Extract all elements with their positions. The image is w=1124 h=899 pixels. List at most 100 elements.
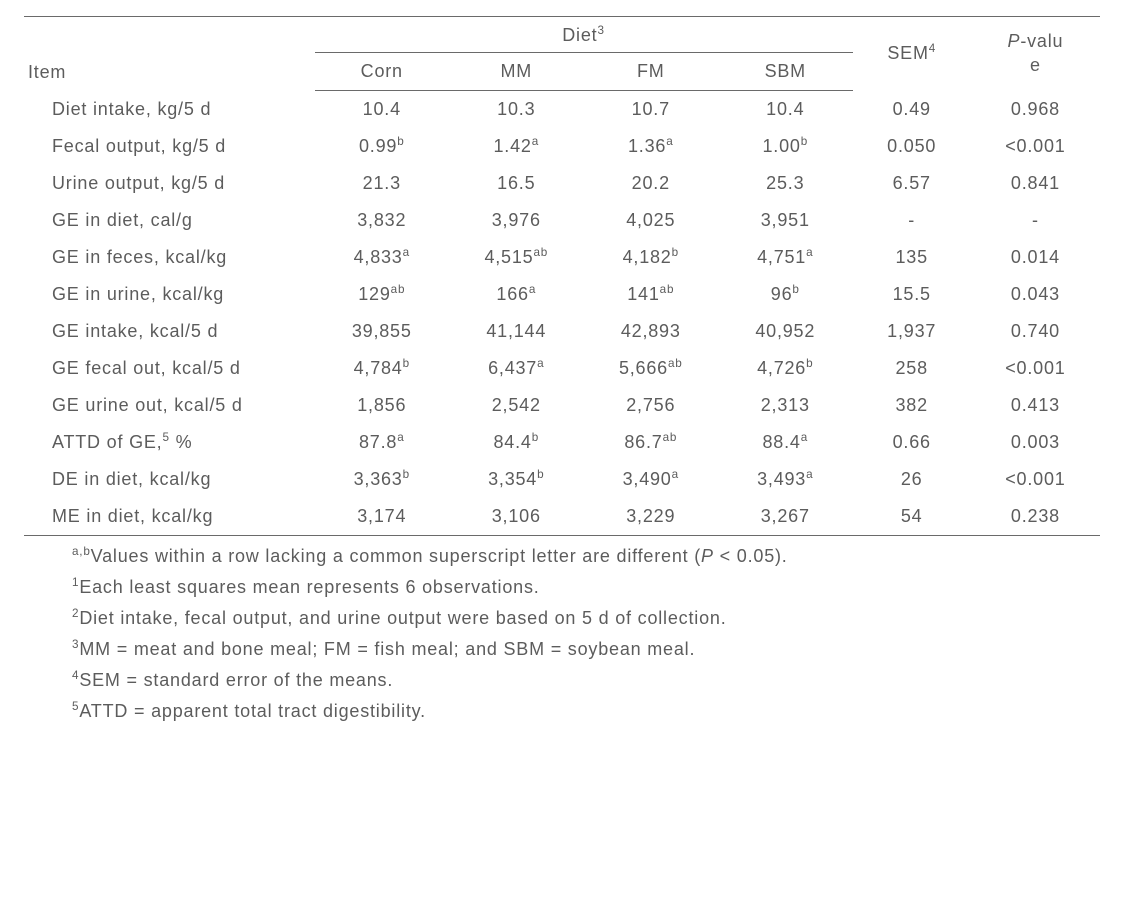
table-row: GE in feces, kcal/kg4,833a4,515ab4,182b4…	[24, 239, 1100, 276]
cell-corn: 87.8a	[315, 424, 450, 461]
cell-item: ATTD of GE,5 %	[24, 424, 315, 461]
table-row: ME in diet, kcal/kg3,1743,1063,2293,2675…	[24, 498, 1100, 536]
cell-mm: 16.5	[449, 165, 584, 202]
cell-corn: 10.4	[315, 91, 450, 129]
cell-sbm: 4,751a	[718, 239, 853, 276]
cell-item: ME in diet, kcal/kg	[24, 498, 315, 536]
header-sem: SEM4	[853, 17, 971, 91]
data-table: Item Diet3 SEM4 P-valu e Corn MM FM SBM …	[24, 16, 1100, 536]
cell-sbm: 2,313	[718, 387, 853, 424]
cell-sem: 0.49	[853, 91, 971, 129]
header-sbm: SBM	[718, 53, 853, 91]
cell-item: Fecal output, kg/5 d	[24, 128, 315, 165]
cell-mm: 84.4b	[449, 424, 584, 461]
cell-pvalue: 0.238	[971, 498, 1100, 536]
cell-pvalue: 0.003	[971, 424, 1100, 461]
cell-fm: 4,182b	[584, 239, 719, 276]
cell-corn: 0.99b	[315, 128, 450, 165]
cell-sbm: 3,267	[718, 498, 853, 536]
cell-sbm: 96b	[718, 276, 853, 313]
table-row: DE in diet, kcal/kg3,363b3,354b3,490a3,4…	[24, 461, 1100, 498]
cell-pvalue: 0.043	[971, 276, 1100, 313]
cell-item: Diet intake, kg/5 d	[24, 91, 315, 129]
cell-pvalue: 0.014	[971, 239, 1100, 276]
header-corn: Corn	[315, 53, 450, 91]
cell-sbm: 40,952	[718, 313, 853, 350]
cell-fm: 5,666ab	[584, 350, 719, 387]
table-row: GE fecal out, kcal/5 d4,784b6,437a5,666a…	[24, 350, 1100, 387]
header-fm: FM	[584, 53, 719, 91]
table-body: Diet intake, kg/5 d10.410.310.710.40.490…	[24, 91, 1100, 536]
footnote-5: 5ATTD = apparent total tract digestibili…	[24, 701, 1100, 722]
cell-sem: 0.66	[853, 424, 971, 461]
cell-item: GE intake, kcal/5 d	[24, 313, 315, 350]
cell-fm: 3,229	[584, 498, 719, 536]
footnote-ab: a,bValues within a row lacking a common …	[24, 546, 1100, 567]
cell-item: GE in diet, cal/g	[24, 202, 315, 239]
cell-pvalue: 0.413	[971, 387, 1100, 424]
cell-item: GE fecal out, kcal/5 d	[24, 350, 315, 387]
cell-mm: 3,106	[449, 498, 584, 536]
cell-sbm: 25.3	[718, 165, 853, 202]
table-row: Diet intake, kg/5 d10.410.310.710.40.490…	[24, 91, 1100, 129]
cell-pvalue: 0.968	[971, 91, 1100, 129]
cell-fm: 20.2	[584, 165, 719, 202]
cell-mm: 1.42a	[449, 128, 584, 165]
cell-pvalue: <0.001	[971, 461, 1100, 498]
cell-sbm: 4,726b	[718, 350, 853, 387]
cell-pvalue: 0.740	[971, 313, 1100, 350]
cell-fm: 42,893	[584, 313, 719, 350]
table-row: GE in urine, kcal/kg129ab166a141ab96b15.…	[24, 276, 1100, 313]
cell-fm: 10.7	[584, 91, 719, 129]
cell-corn: 3,832	[315, 202, 450, 239]
table-row: Urine output, kg/5 d21.316.520.225.36.57…	[24, 165, 1100, 202]
cell-item: GE in feces, kcal/kg	[24, 239, 315, 276]
cell-sbm: 1.00b	[718, 128, 853, 165]
cell-mm: 6,437a	[449, 350, 584, 387]
cell-sbm: 3,493a	[718, 461, 853, 498]
cell-sbm: 3,951	[718, 202, 853, 239]
cell-fm: 1.36a	[584, 128, 719, 165]
cell-sbm: 88.4a	[718, 424, 853, 461]
cell-fm: 141ab	[584, 276, 719, 313]
cell-sem: 382	[853, 387, 971, 424]
cell-sem: 26	[853, 461, 971, 498]
cell-pvalue: <0.001	[971, 128, 1100, 165]
cell-mm: 3,354b	[449, 461, 584, 498]
cell-corn: 4,833a	[315, 239, 450, 276]
footnotes: a,bValues within a row lacking a common …	[24, 546, 1100, 722]
cell-pvalue: -	[971, 202, 1100, 239]
cell-item: GE in urine, kcal/kg	[24, 276, 315, 313]
cell-mm: 41,144	[449, 313, 584, 350]
cell-item: Urine output, kg/5 d	[24, 165, 315, 202]
header-diet-spanner: Diet3	[315, 17, 853, 53]
cell-pvalue: 0.841	[971, 165, 1100, 202]
cell-fm: 4,025	[584, 202, 719, 239]
footnote-1: 1Each least squares mean represents 6 ob…	[24, 577, 1100, 598]
cell-fm: 2,756	[584, 387, 719, 424]
table-row: GE urine out, kcal/5 d1,8562,5422,7562,3…	[24, 387, 1100, 424]
footnote-2: 2Diet intake, fecal output, and urine ou…	[24, 608, 1100, 629]
cell-mm: 3,976	[449, 202, 584, 239]
cell-sem: 258	[853, 350, 971, 387]
cell-mm: 10.3	[449, 91, 584, 129]
cell-sem: -	[853, 202, 971, 239]
header-pvalue: P-valu e	[971, 17, 1100, 91]
table-row: GE intake, kcal/5 d39,85541,14442,89340,…	[24, 313, 1100, 350]
cell-sbm: 10.4	[718, 91, 853, 129]
table-row: Fecal output, kg/5 d0.99b1.42a1.36a1.00b…	[24, 128, 1100, 165]
table-row: GE in diet, cal/g3,8323,9764,0253,951--	[24, 202, 1100, 239]
cell-pvalue: <0.001	[971, 350, 1100, 387]
cell-corn: 4,784b	[315, 350, 450, 387]
cell-fm: 3,490a	[584, 461, 719, 498]
cell-mm: 2,542	[449, 387, 584, 424]
cell-corn: 1,856	[315, 387, 450, 424]
cell-sem: 15.5	[853, 276, 971, 313]
cell-corn: 39,855	[315, 313, 450, 350]
header-row-1: Item Diet3 SEM4 P-valu e	[24, 17, 1100, 53]
cell-sem: 6.57	[853, 165, 971, 202]
cell-sem: 0.050	[853, 128, 971, 165]
header-item: Item	[28, 62, 66, 82]
table-row: ATTD of GE,5 %87.8a84.4b86.7ab88.4a0.660…	[24, 424, 1100, 461]
cell-corn: 129ab	[315, 276, 450, 313]
